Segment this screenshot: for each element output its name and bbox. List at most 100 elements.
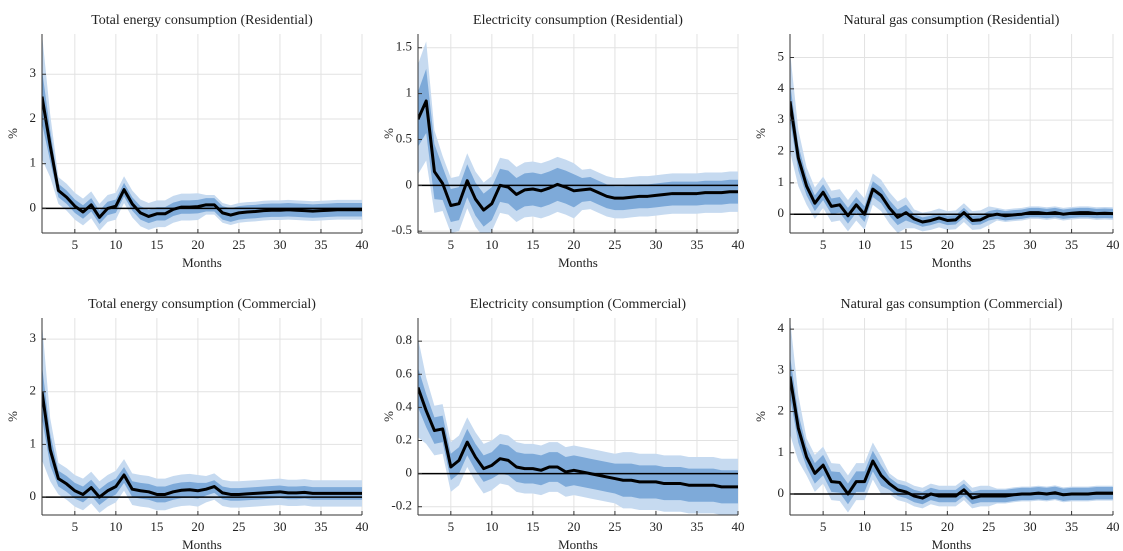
x-tick-label: 15	[899, 237, 912, 252]
x-tick-label: 15	[526, 237, 539, 252]
chart-title: Total energy consumption (Commercial)	[88, 297, 316, 312]
x-axis-label: Months	[182, 537, 222, 551]
y-tick-label: 0	[778, 205, 785, 220]
x-tick-label: 25	[232, 519, 245, 534]
x-tick-label: 35	[690, 237, 703, 252]
confidence-band	[42, 34, 362, 231]
y-tick-label: 2	[778, 403, 785, 418]
y-tick-label: 0.2	[396, 431, 412, 446]
confidence-band	[42, 323, 362, 513]
plot-area	[790, 318, 1113, 513]
y-axis-label: %	[381, 411, 396, 422]
x-tick-label: 15	[526, 519, 539, 534]
y-tick-label: 0	[30, 488, 37, 503]
y-axis-label: %	[753, 128, 768, 139]
chart-title: Total energy consumption (Residential)	[91, 13, 313, 28]
x-tick-label: 35	[690, 519, 703, 534]
response-line	[42, 391, 362, 499]
x-tick-label: 40	[732, 237, 745, 252]
y-tick-label: 2	[778, 143, 785, 158]
x-tick-label: 5	[448, 237, 455, 252]
x-tick-label: 10	[109, 237, 122, 252]
x-tick-label: 40	[1107, 519, 1120, 534]
y-tick-label: 1	[406, 85, 413, 100]
x-axis-label: Months	[558, 255, 598, 270]
y-tick-label: -0.5	[391, 222, 412, 237]
response-line	[790, 376, 1113, 500]
confidence-band	[42, 69, 362, 225]
x-tick-label: 20	[941, 519, 954, 534]
x-tick-label: 15	[150, 519, 163, 534]
confidence-band	[42, 365, 362, 505]
x-tick-label: 20	[567, 519, 580, 534]
y-tick-label: 3	[30, 330, 37, 345]
response-line	[418, 387, 738, 489]
x-axis-label: Months	[932, 255, 972, 270]
x-tick-label: 40	[356, 519, 369, 534]
x-axis-label: Months	[558, 537, 598, 551]
y-tick-label: 1	[30, 435, 37, 450]
x-tick-label: 5	[820, 519, 827, 534]
x-tick-label: 35	[1065, 237, 1078, 252]
y-tick-label: 1	[30, 155, 37, 170]
panel: 5 10 15 20 25 30 35 40 -0.2 0 0.2 0.4 0.6 0.8 Electric…	[381, 297, 745, 551]
panel: 5 10 15 20 25 30 35 40 0 1 2 3 Total energy consumpt…	[5, 297, 369, 551]
plot-area	[42, 34, 362, 231]
chart-title: Electricity consumption (Residential)	[473, 13, 683, 28]
x-tick-label: 25	[608, 519, 621, 534]
x-tick-label: 35	[314, 237, 327, 252]
y-tick-label: 3	[778, 111, 785, 126]
y-tick-label: 2	[30, 383, 37, 398]
y-axis-label: %	[5, 128, 20, 139]
confidence-band	[418, 367, 738, 504]
y-tick-label: 0	[30, 199, 37, 214]
y-axis-label: %	[753, 411, 768, 422]
y-tick-label: 0	[406, 465, 413, 480]
plot-area	[418, 337, 738, 515]
x-tick-label: 25	[608, 237, 621, 252]
chart-title: Natural gas consumption (Commercial)	[841, 297, 1063, 312]
panel: 5 10 15 20 25 30 35 40 0 1 2 3 4 5 Natural gas consump…	[753, 13, 1120, 270]
plot-area	[42, 323, 362, 513]
x-tick-label: 30	[649, 519, 662, 534]
x-tick-label: 35	[314, 519, 327, 534]
y-tick-label: 3	[30, 65, 37, 80]
y-tick-label: 1	[778, 444, 785, 459]
y-tick-label: -0.2	[391, 498, 412, 513]
x-tick-label: 40	[356, 237, 369, 252]
response-line	[42, 96, 362, 219]
y-tick-label: 0	[778, 485, 785, 500]
x-tick-label: 20	[941, 237, 954, 252]
x-tick-label: 25	[982, 237, 995, 252]
y-tick-label: 0.6	[396, 365, 413, 380]
response-line	[790, 101, 1113, 224]
chart-title: Natural gas consumption (Residential)	[844, 13, 1060, 28]
x-tick-label: 25	[232, 237, 245, 252]
x-axis-label: Months	[932, 537, 972, 551]
x-tick-label: 5	[72, 519, 79, 534]
y-tick-label: 3	[778, 361, 785, 376]
x-tick-label: 15	[899, 519, 912, 534]
panel: 5 10 15 20 25 30 35 40 -0.5 0 0.5 1 1.5 Electricity c…	[381, 13, 745, 270]
x-tick-label: 40	[1107, 237, 1120, 252]
x-tick-label: 10	[858, 237, 871, 252]
chart-title: Electricity consumption (Commercial)	[470, 297, 686, 312]
plot-area	[790, 51, 1113, 233]
x-tick-label: 30	[649, 237, 662, 252]
x-tick-label: 30	[273, 519, 286, 534]
x-tick-label: 25	[982, 519, 995, 534]
x-tick-label: 5	[72, 237, 79, 252]
y-tick-label: 0.4	[396, 398, 413, 413]
y-axis-label: %	[5, 411, 20, 422]
x-tick-label: 10	[485, 519, 498, 534]
x-axis-label: Months	[182, 255, 222, 270]
x-tick-label: 10	[109, 519, 122, 534]
plot-area	[418, 41, 738, 233]
panel: 5 10 15 20 25 30 35 40 0 1 2 3 Total energy consumpt…	[5, 13, 369, 270]
y-tick-label: 1	[778, 174, 785, 189]
x-tick-label: 35	[1065, 519, 1078, 534]
x-tick-label: 15	[150, 237, 163, 252]
x-tick-label: 10	[485, 237, 498, 252]
y-tick-label: 5	[778, 48, 785, 63]
